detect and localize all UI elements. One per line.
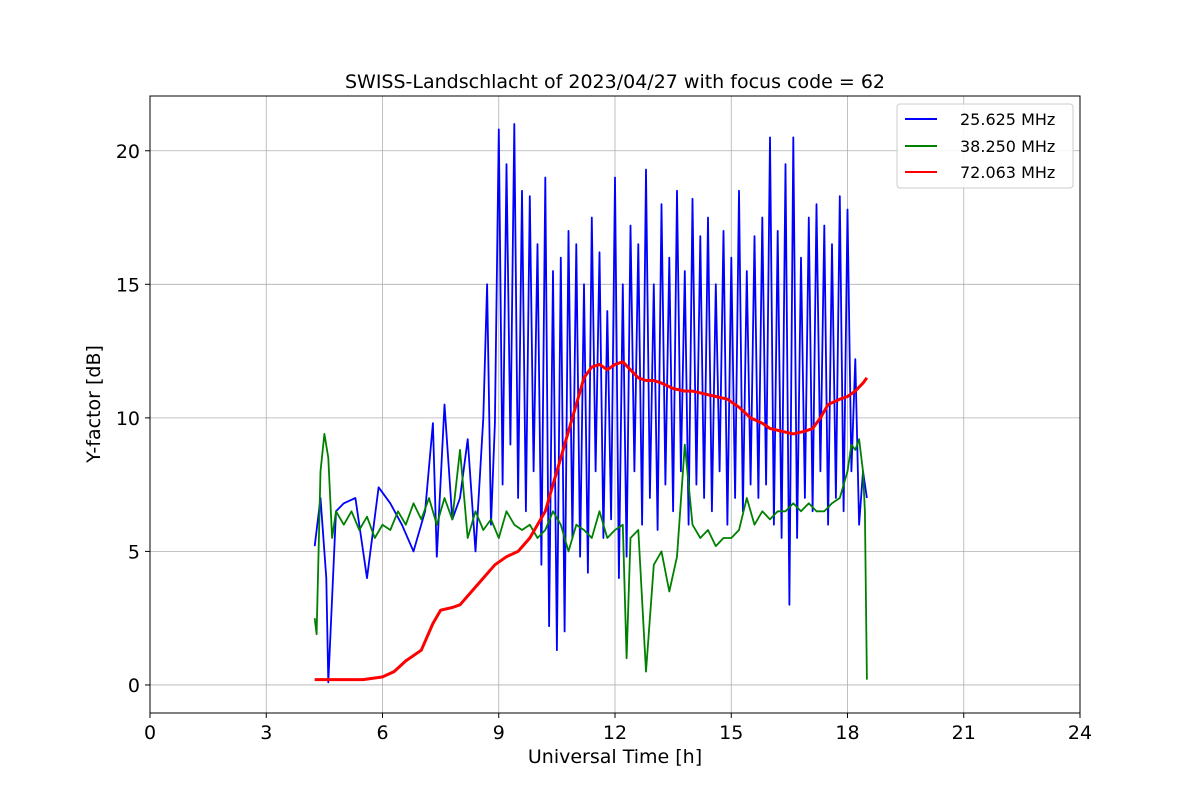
x-tick-label: 18 — [835, 722, 859, 744]
y-tick-label: 10 — [116, 408, 140, 430]
y-tick-label: 5 — [128, 541, 140, 563]
legend-label-72063: 72.063 MHz — [960, 163, 1055, 182]
x-tick-label: 21 — [952, 722, 976, 744]
x-tick-label: 9 — [493, 722, 505, 744]
series-25625-mhz-line — [313, 123, 868, 684]
legend: 25.625 MHz 38.250 MHz 72.063 MHz — [896, 103, 1074, 189]
x-tick-label: 6 — [376, 722, 388, 744]
x-tick-label: 3 — [260, 722, 272, 744]
x-tick-label: 0 — [144, 722, 156, 744]
x-axis-label: Universal Time [h] — [528, 746, 702, 768]
axis-ticks: 0 3 6 9 12 15 18 21 24 0 5 10 15 20 — [116, 141, 1092, 744]
y-tick-label: 20 — [116, 141, 140, 163]
series-38250-mhz-line — [313, 432, 868, 680]
x-tick-label: 12 — [603, 722, 627, 744]
series-lines — [313, 123, 869, 684]
series-72063-mhz-line — [314, 360, 869, 682]
chart-title: SWISS-Landschlacht of 2023/04/27 with fo… — [345, 71, 885, 93]
y-axis-label: Y-factor [dB] — [83, 345, 105, 464]
x-tick-label: 15 — [719, 722, 743, 744]
x-tick-label: 24 — [1068, 722, 1092, 744]
legend-box — [896, 103, 1074, 189]
y-tick-label: 15 — [116, 274, 140, 296]
legend-label-25625: 25.625 MHz — [960, 110, 1055, 129]
legend-label-38250: 38.250 MHz — [960, 137, 1055, 156]
y-tick-label: 0 — [128, 675, 140, 697]
